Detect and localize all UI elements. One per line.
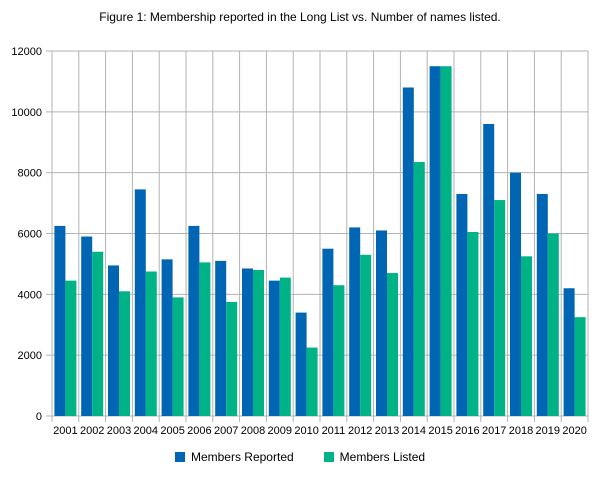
y-tick-label: 6000: [18, 229, 42, 241]
bar-members-listed-2006: [199, 262, 211, 416]
bar-members-reported-2019: [536, 193, 548, 416]
y-tick-label: 12000: [11, 46, 42, 58]
x-tick-label: 2014: [402, 425, 426, 437]
bar-members-reported-2003: [108, 265, 119, 416]
legend-label-members-listed: Members Listed: [339, 450, 426, 464]
bar-members-reported-2017: [483, 124, 495, 416]
x-tick-label: 2009: [268, 425, 292, 437]
bar-members-listed-2016: [467, 231, 479, 416]
x-tick-label: 2002: [80, 425, 104, 437]
bar-members-reported-2013: [376, 230, 387, 416]
bar-members-reported-2011: [322, 248, 334, 416]
bar-members-listed-2017: [494, 200, 506, 416]
legend-item-members-reported: Members Reported: [174, 450, 294, 464]
y-tick-label: 10000: [11, 107, 42, 119]
bar-members-reported-2006: [188, 225, 200, 416]
bar-members-reported-2020: [563, 288, 575, 416]
legend-swatch-members-reported: [174, 452, 185, 462]
bar-members-reported-2010: [295, 312, 307, 416]
x-tick-label: 2007: [214, 425, 238, 437]
x-tick-label: 2017: [482, 425, 506, 437]
bar-members-listed-2019: [547, 233, 559, 416]
bar-members-reported-2001: [54, 225, 66, 416]
bar-members-reported-2002: [81, 236, 93, 416]
x-tick-label: 2001: [53, 425, 77, 437]
x-tick-label: 2013: [375, 425, 399, 437]
y-tick-labels: 0 2000 4000 6000 8000 10000 12000: [11, 46, 42, 423]
bar-members-listed-2005: [172, 297, 184, 416]
y-tick-label: 8000: [18, 168, 42, 180]
bar-members-listed-2004: [145, 271, 157, 416]
chart-title: Figure 1: Membership reported in the Lon…: [99, 10, 501, 24]
bar-members-listed-2020: [574, 317, 586, 416]
x-tick-labels: 2001 2002 2003 2004 2005 2006 2007 2008 2009 2010…: [53, 425, 587, 437]
bar-members-reported-2012: [349, 227, 361, 416]
y-tick-label: 0: [36, 411, 42, 423]
x-tick-label: 2005: [160, 425, 184, 437]
bar-members-listed-2014: [413, 162, 425, 416]
bar-members-reported-2015: [429, 66, 441, 416]
x-tick-label: 2011: [322, 425, 346, 437]
bar-members-listed-2009: [279, 277, 291, 416]
bar-members-listed-2001: [65, 280, 77, 416]
bar-members-reported-2014: [402, 87, 414, 416]
bar-members-listed-2018: [521, 256, 532, 416]
x-tick-label: 2018: [509, 425, 533, 437]
x-tick-label: 2006: [187, 425, 211, 437]
bar-members-reported-2004: [134, 189, 146, 416]
bars: [54, 66, 586, 416]
x-tick-label: 2008: [241, 425, 265, 437]
x-tick-label: 2010: [294, 425, 318, 437]
legend-label-members-reported: Members Reported: [190, 450, 294, 464]
legend: Members Reported Members Listed: [0, 450, 600, 464]
bar-members-listed-2013: [387, 273, 398, 416]
grid-lines: [46, 50, 589, 422]
x-tick-label: 2004: [134, 425, 158, 437]
bar-members-reported-2005: [161, 259, 173, 416]
bar-members-listed-2012: [360, 254, 372, 416]
bar-members-reported-2016: [456, 193, 468, 416]
x-tick-label: 2020: [562, 425, 586, 437]
bar-members-listed-2010: [306, 347, 318, 416]
bar-members-listed-2002: [92, 251, 104, 416]
legend-item-members-listed: Members Listed: [323, 450, 426, 464]
bar-members-reported-2007: [215, 260, 227, 416]
bar-members-listed-2008: [253, 270, 264, 416]
x-tick-label: 2003: [107, 425, 131, 437]
x-tick-label: 2019: [536, 425, 560, 437]
x-tick-label: 2012: [348, 425, 372, 437]
x-tick-label: 2015: [428, 425, 452, 437]
bar-members-listed-2015: [440, 66, 452, 416]
y-tick-label: 4000: [18, 289, 42, 301]
bar-members-reported-2009: [268, 280, 280, 416]
x-tick-label: 2016: [455, 425, 479, 437]
y-tick-label: 2000: [18, 350, 42, 362]
bar-members-reported-2008: [242, 268, 253, 416]
bar-members-listed-2003: [119, 291, 130, 416]
legend-swatch-members-listed: [323, 452, 334, 462]
bar-members-listed-2007: [226, 301, 238, 416]
bar-members-listed-2011: [333, 285, 345, 416]
bar-members-reported-2018: [510, 172, 521, 416]
